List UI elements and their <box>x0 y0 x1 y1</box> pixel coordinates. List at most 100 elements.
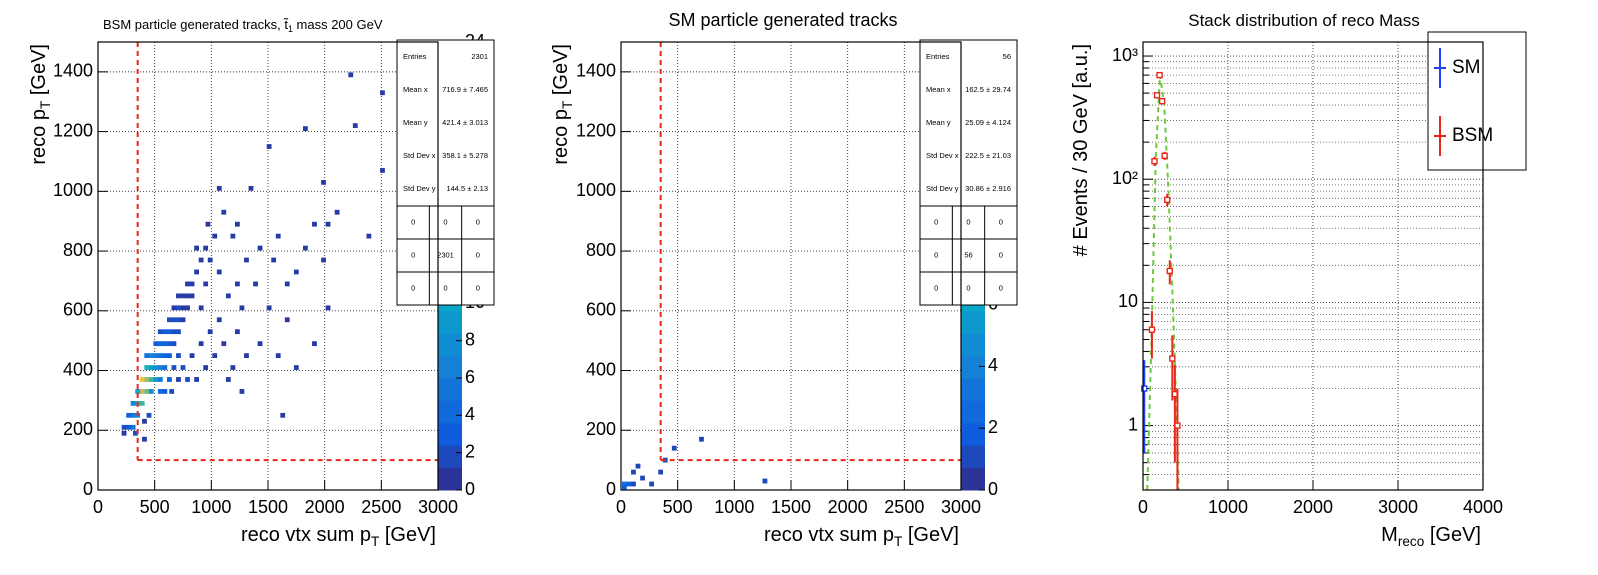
y-tick-label: 200 <box>586 419 616 439</box>
heatmap-cell <box>162 341 168 347</box>
plot-area <box>98 42 438 490</box>
heatmap-cell <box>185 281 190 287</box>
heatmap-cell <box>239 389 245 394</box>
chart-title: SM particle generated tracks <box>668 10 897 30</box>
data-point <box>1164 196 1171 204</box>
colorbar-band <box>438 422 462 446</box>
heatmap-cell <box>325 221 331 227</box>
colorbar-tick-label: 4 <box>465 404 475 424</box>
colorbar-tick-label: 8 <box>465 329 475 349</box>
heatmap-cell <box>139 400 145 406</box>
y-tick-label: 1400 <box>53 61 93 81</box>
label-part: reco p <box>28 109 50 165</box>
heatmap-cell <box>280 412 286 418</box>
heatmap-cell <box>230 365 236 370</box>
heatmap-cell <box>334 209 340 215</box>
heatmap-cell <box>180 365 186 370</box>
heatmap-cell <box>235 281 240 287</box>
stats-cell: 56 <box>964 250 972 259</box>
x-tick-label: 500 <box>663 497 693 517</box>
y-tick-label: 800 <box>63 240 93 260</box>
heatmap-cell <box>167 329 172 335</box>
heatmap-cell <box>157 329 163 335</box>
x-tick-label: 2000 <box>305 497 345 517</box>
chart-title: BSM particle generated tracks, t̃1 mass … <box>103 17 383 34</box>
y-tick-label: 400 <box>63 359 93 379</box>
x-tick-label: 1500 <box>771 497 811 517</box>
stats-box <box>919 39 1018 306</box>
label-part: M <box>1381 524 1398 546</box>
colorbar-band <box>961 355 985 379</box>
heatmap-cell <box>167 341 172 347</box>
colorbar-band <box>961 400 985 424</box>
heatmap-cell <box>699 436 704 442</box>
heatmap-cell <box>266 144 272 149</box>
heatmap-cell <box>189 353 195 358</box>
heatmap-cell <box>312 341 317 347</box>
heatmap-cell <box>284 281 290 287</box>
colorbar-band <box>438 467 462 491</box>
x-tick-label: 2000 <box>828 497 868 517</box>
heatmap-cell <box>135 389 141 394</box>
heatmap-cell <box>176 317 181 323</box>
data-point <box>1141 385 1148 392</box>
heatmap-cell <box>248 185 254 191</box>
heatmap-cell <box>622 481 627 487</box>
heatmap-cell <box>212 233 218 239</box>
label-part: [GeV] <box>379 524 436 546</box>
heatmap-cell <box>169 389 175 394</box>
stats-cell: 0 <box>999 250 1003 259</box>
heatmap-cell <box>303 126 308 132</box>
x-tick-label: 3000 <box>418 497 458 517</box>
heatmap-cell <box>216 185 222 191</box>
heatmap-cell <box>216 317 222 323</box>
data-point <box>1151 158 1158 165</box>
heatmap-cell <box>176 305 181 311</box>
stats-cell: 0 <box>934 283 938 292</box>
colorbar-band <box>961 378 985 401</box>
label-part: [GeV] <box>550 44 572 101</box>
data-point <box>1161 152 1168 159</box>
heatmap-cell <box>640 475 645 481</box>
heatmap-cell <box>185 377 190 382</box>
label-part: BSM particle generated tracks, t̃ <box>103 17 289 32</box>
stats-label: Std Dev y <box>403 184 436 193</box>
stats-cell: 0 <box>934 217 938 226</box>
heatmap-cell <box>352 123 358 129</box>
heatmap-cell <box>635 463 641 469</box>
heatmap-cell <box>221 209 227 215</box>
y-tick-label: 0 <box>606 479 616 499</box>
data-point <box>1169 355 1176 362</box>
data-point <box>1158 97 1166 105</box>
heatmap-cell <box>144 365 150 370</box>
x-axis-label: reco vtx sum pT [GeV] <box>764 524 959 548</box>
heatmap-cell <box>203 245 209 251</box>
x-tick-label: 2500 <box>884 497 924 517</box>
heatmap-cell <box>167 353 172 358</box>
colorbar-band <box>438 355 462 379</box>
heatmap-cell <box>631 469 636 475</box>
heatmap-cell <box>198 341 204 347</box>
heatmap-cell <box>142 418 147 424</box>
heatmap-cell <box>198 305 204 311</box>
x-axis-label: reco vtx sum pT [GeV] <box>241 524 436 548</box>
heatmap-cell <box>380 168 385 173</box>
y-tick-label: 1000 <box>576 180 616 200</box>
y-tick-label: 1200 <box>576 120 616 140</box>
label-part: mass 200 GeV <box>293 17 383 32</box>
heatmap-cell <box>671 445 677 451</box>
heatmap-cell <box>366 233 372 239</box>
colorbar-band <box>438 400 462 424</box>
stats-cell: 0 <box>966 217 970 226</box>
stats-value: 2301 <box>471 52 488 61</box>
heatmap-cell <box>203 281 209 287</box>
heatmap-cell <box>189 293 195 299</box>
colorbar-tick-label: 6 <box>465 367 475 387</box>
y-tick-label: 800 <box>586 240 616 260</box>
stats-cell: 0 <box>411 217 415 226</box>
heatmap-cell <box>225 377 231 382</box>
heatmap-cell <box>157 353 163 358</box>
heatmap-cell <box>157 389 163 394</box>
x-tick-label: 0 <box>616 497 626 517</box>
